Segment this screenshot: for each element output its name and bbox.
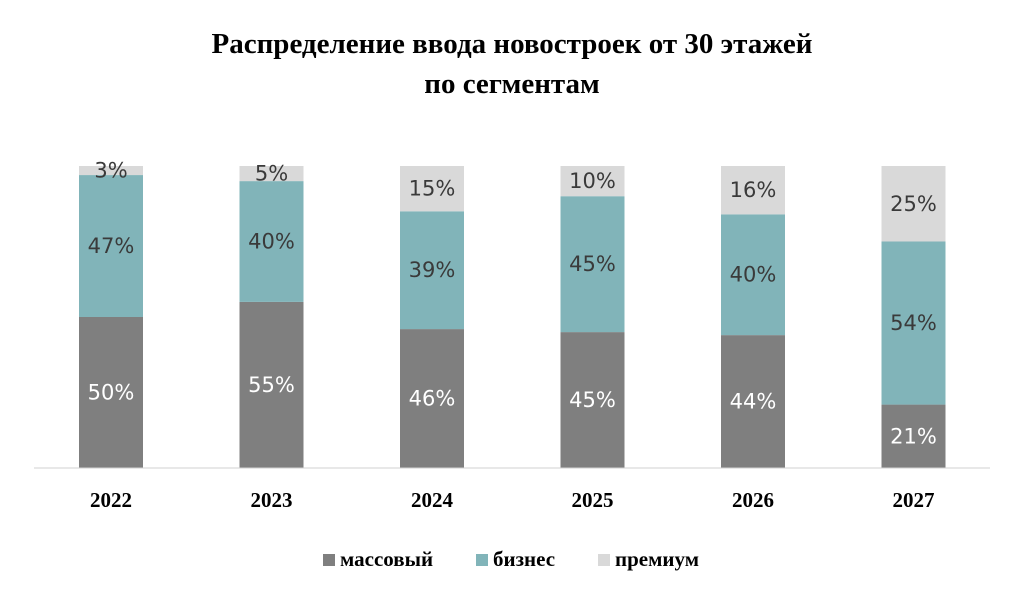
bar-премиум-2025 <box>560 166 625 197</box>
bar-бизнес-2023 <box>239 181 304 302</box>
legend-swatch-массовый <box>323 554 335 566</box>
legend-label-массовый: массовый <box>340 547 433 571</box>
legend: массовый бизнес премиум <box>323 547 699 571</box>
data-label-массовый-2025: 45% <box>569 388 616 412</box>
data-label-премиум-2023: 5% <box>255 162 288 186</box>
x-tick-label-2022: 2022 <box>90 488 132 512</box>
bar-бизнес-2024 <box>400 211 464 330</box>
bar-массовый-2024 <box>400 329 464 468</box>
data-label-массовый-2024: 46% <box>409 387 456 411</box>
legend-label-бизнес: бизнес <box>493 547 555 571</box>
data-label-премиум-2026: 16% <box>730 178 777 202</box>
bar-премиум-2024 <box>400 166 464 212</box>
data-label-массовый-2022: 50% <box>88 381 135 405</box>
bar-бизнес-2026 <box>721 214 785 336</box>
bar-group: 50% 47% 3% 55% 40% 5% 46% 39% 15% 45% 45% 10% 44% 40%… <box>79 159 946 468</box>
bar-массовый-2027 <box>881 404 946 468</box>
data-label-бизнес-2026: 40% <box>730 263 777 287</box>
data-label-премиум-2024: 15% <box>409 177 456 201</box>
chart-title: Распределение ввода новостроек от 30 эта… <box>0 24 1024 104</box>
data-label-бизнес-2022: 47% <box>88 234 135 258</box>
data-label-массовый-2023: 55% <box>248 373 295 397</box>
bar-премиум-2022 <box>79 166 143 176</box>
x-tick-label-2027: 2027 <box>893 488 935 512</box>
data-label-бизнес-2023: 40% <box>248 230 295 254</box>
category-labels: 2022 2023 2024 2025 2026 2027 <box>90 488 935 512</box>
bar-бизнес-2027 <box>881 241 946 405</box>
bar-массовый-2022 <box>79 317 143 468</box>
bar-массовый-2026 <box>721 335 785 468</box>
bar-бизнес-2022 <box>79 175 143 317</box>
bar-бизнес-2025 <box>560 196 625 333</box>
bar-массовый-2025 <box>560 332 625 468</box>
legend-label-премиум: премиум <box>615 547 699 571</box>
data-label-бизнес-2025: 45% <box>569 252 616 276</box>
chart-title-line-2: по сегментам <box>424 68 600 100</box>
x-tick-label-2026: 2026 <box>732 488 774 512</box>
chart-title-line-1: Распределение ввода новостроек от 30 эта… <box>211 28 813 60</box>
x-tick-label-2025: 2025 <box>572 488 614 512</box>
bar-премиум-2026 <box>721 166 785 215</box>
data-label-премиум-2027: 25% <box>890 192 937 216</box>
data-label-премиум-2022: 3% <box>94 159 127 183</box>
data-label-бизнес-2024: 39% <box>409 258 456 282</box>
data-label-массовый-2027: 21% <box>890 424 937 448</box>
bar-массовый-2023 <box>239 301 304 468</box>
data-label-бизнес-2027: 54% <box>890 311 937 335</box>
bar-премиум-2027 <box>881 166 946 242</box>
legend-swatch-премиум <box>598 554 610 566</box>
x-tick-label-2023: 2023 <box>251 488 293 512</box>
data-label-премиум-2025: 10% <box>569 169 616 193</box>
x-tick-label-2024: 2024 <box>411 488 454 512</box>
data-label-массовый-2026: 44% <box>730 390 777 414</box>
legend-swatch-бизнес <box>476 554 488 566</box>
bar-премиум-2023 <box>239 166 304 182</box>
